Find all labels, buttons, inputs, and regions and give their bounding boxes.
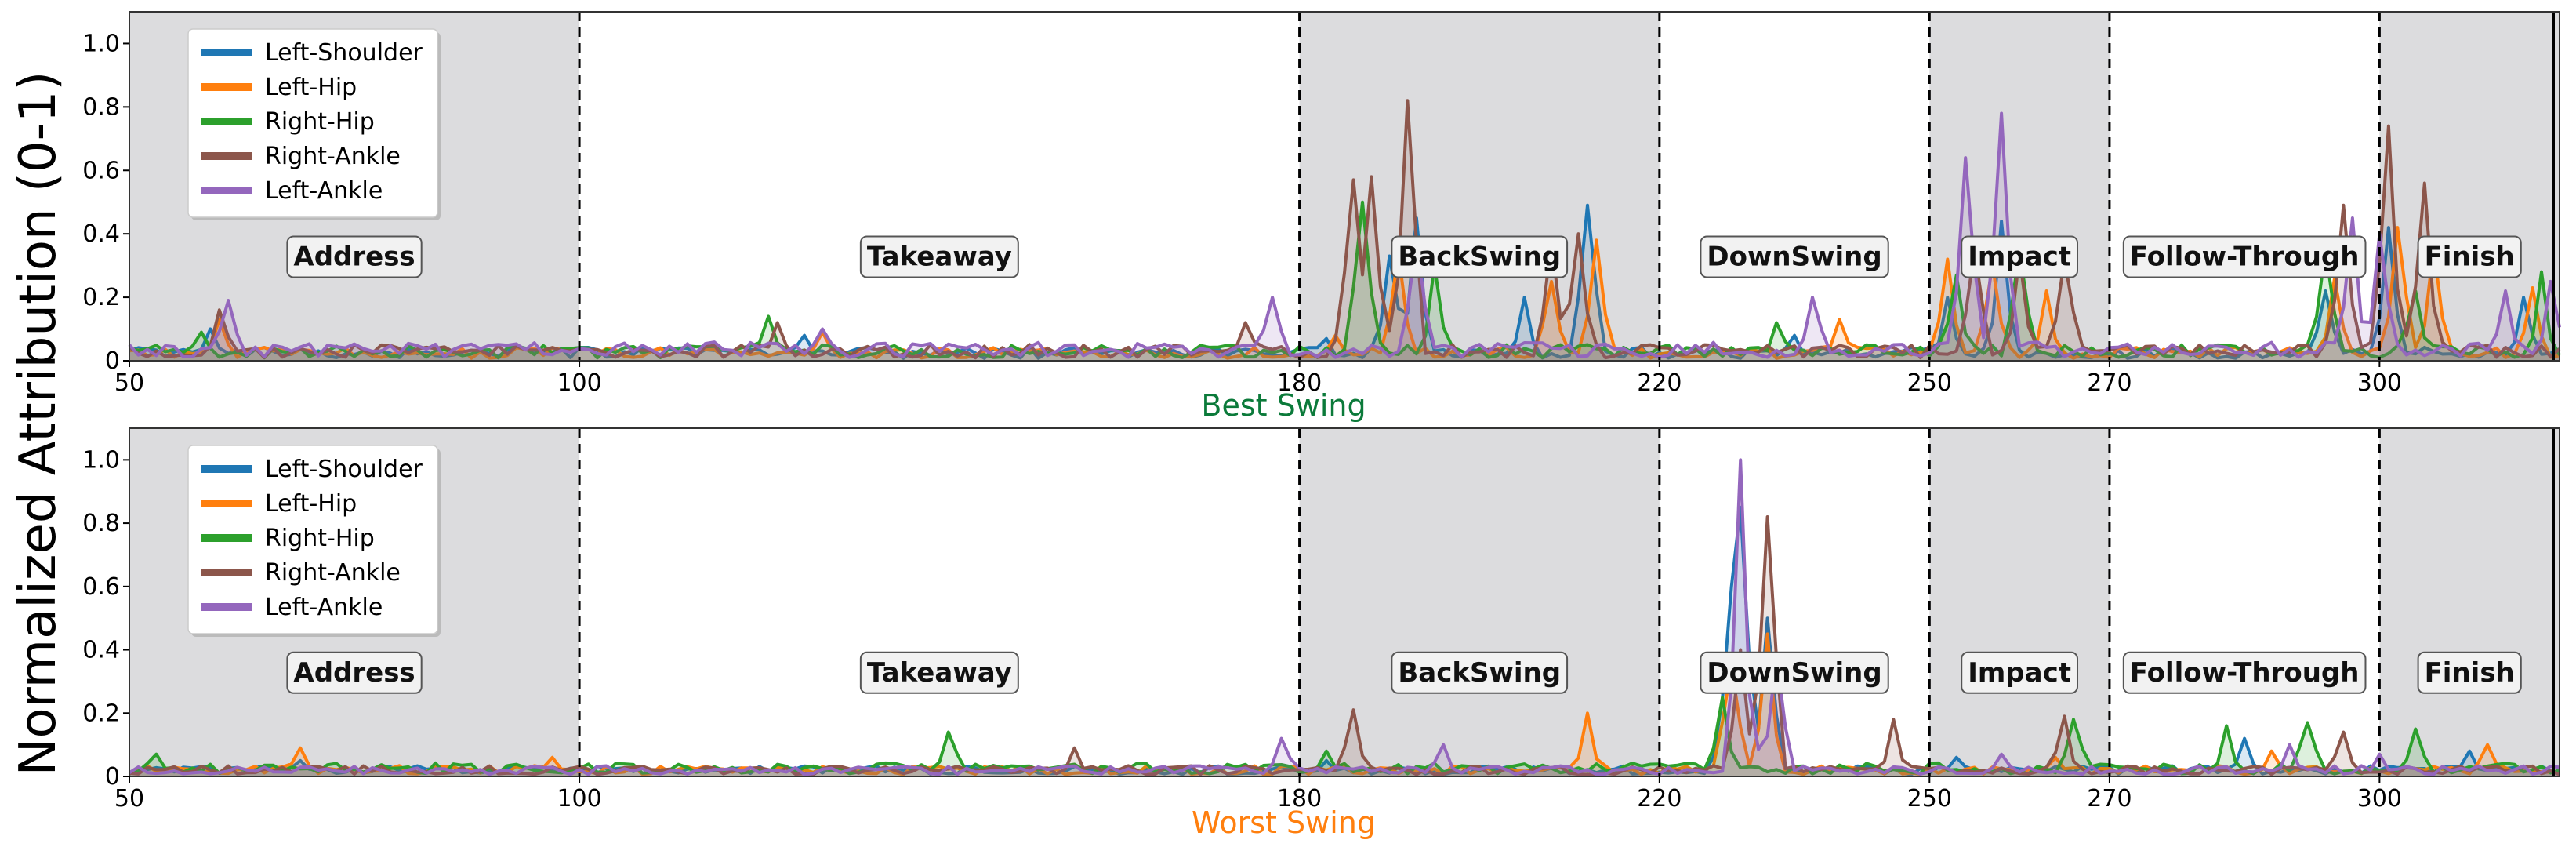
series-line-left-ankle [128,111,2561,359]
axes-frame [129,427,2560,777]
phase-label-frame [1961,235,2079,278]
x-tick-label: 220 [1637,369,1682,397]
legend-label: Right-Hip [265,525,375,552]
series-line-right-ankle [129,515,2560,776]
legend: Left-Shoulder Left-Hip Right-Hip Right-Ankl… [187,445,441,637]
phase-label-box: Address [286,235,423,278]
phase-label: Address [293,242,415,273]
phase-label: Takeaway [867,657,1012,689]
phase-label-frame [859,651,1019,694]
phase-label-frame [286,235,423,278]
y-tick-label: 0 [105,347,120,375]
phase-label-box: Finish [2417,235,2522,278]
panel-title: Best Swing [1201,388,1366,423]
phase-label-frame [2122,651,2367,694]
phase-label-box: Address [286,651,423,694]
phase-label-box: DownSwing [1700,235,1889,278]
x-tick-label: 300 [2357,785,2402,812]
x-tick-label: 300 [2357,369,2402,397]
phase-label: Address [293,657,415,689]
legend-label: Left-Hip [265,490,357,518]
phase-label-frame [2417,651,2522,694]
phase-label-box: Impact [1961,651,2079,694]
legend-label: Left-Shoulder [265,456,423,483]
phase-label-frame [1700,235,1889,278]
y-tick-label: 0.6 [82,157,120,184]
phase-label-frame [1391,651,1569,694]
phase-label-box: Impact [1961,235,2079,278]
phase-label-frame [2417,235,2522,278]
y-tick-label: 0.8 [82,510,120,537]
legend-label: Right-Ankle [265,559,401,587]
phase-shade [2379,428,2560,776]
y-tick-label: 1.0 [82,30,120,57]
y-tick-label: 1.0 [82,446,120,474]
phase-shade [1299,428,1660,776]
phase-label-box: Takeaway [859,651,1019,694]
legend: Left-Shoulder Left-Hip Right-Hip Right-Ankl… [187,28,441,220]
phase-label: BackSwing [1398,657,1561,689]
phase-label: DownSwing [1707,657,1881,689]
phase-label-box: Takeaway [859,235,1019,278]
x-tick-label: 100 [557,369,601,397]
x-tick-label: 50 [114,369,144,397]
y-tick-label: 0.4 [82,220,120,248]
x-tick-label: 250 [1907,785,1952,812]
phase-label-frame [859,235,1019,278]
axes-frame [129,11,2560,362]
y-tick-label: 0.8 [82,93,120,121]
series-area-left-hip [129,227,2560,361]
phase-label-box: DownSwing [1700,651,1889,694]
legend-frame [187,445,438,634]
phase-label-frame [1391,235,1569,278]
phase-label-box: BackSwing [1391,651,1569,694]
y-tick-label: 0.4 [82,637,120,664]
x-tick-label: 100 [557,785,601,812]
phase-label: Impact [1968,242,2071,273]
x-tick-label: 220 [1637,785,1682,812]
phase-label-frame [2122,235,2367,278]
y-axis-label: Normalized Attribution (0-1) [9,71,67,776]
legend-label: Left-Hip [265,74,357,101]
legend-label: Right-Ankle [265,143,401,170]
series-line-left-ankle [128,458,2560,776]
legend-label: Right-Hip [265,108,375,136]
x-tick-label: 250 [1907,369,1952,397]
phase-label-box: Follow-Through [2122,235,2367,278]
phase-label-frame [286,651,423,694]
worst-swing-panel: 0 0.2 0.4 0.6 0.8 1.0 50 100 180 220 250 270 300 Addr… [82,427,2560,840]
y-tick-label: 0.2 [82,284,120,311]
legend-label: Left-Ankle [265,177,383,205]
legend-frame [187,28,438,218]
phase-label: Takeaway [867,242,1012,273]
best-swing-panel: 0 0.2 0.4 0.6 0.8 1.0 50 100 180 220 250 270 300 Addr… [82,11,2561,423]
phase-label: Finish [2425,242,2515,273]
phase-label: BackSwing [1398,242,1561,273]
phase-label-box: BackSwing [1391,235,1569,278]
phase-label: Follow-Through [2130,657,2360,689]
y-tick-label: 0.2 [82,700,120,727]
phase-label: Follow-Through [2130,242,2360,273]
x-tick-label: 270 [2087,785,2132,812]
phase-label-frame [1961,651,2079,694]
phase-shade [1929,428,2110,776]
panel-title: Worst Swing [1192,805,1376,840]
phase-label-box: Finish [2417,651,2522,694]
legend-label: Left-Shoulder [265,39,423,67]
x-tick-label: 180 [1277,785,1322,812]
phase-label: Impact [1968,657,2071,689]
x-tick-label: 270 [2087,369,2132,397]
x-tick-label: 50 [114,785,144,812]
legend-label: Left-Ankle [265,594,383,621]
series-area-right-ankle [129,100,2560,362]
phase-label: Finish [2425,657,2515,689]
x-tick-label: 180 [1277,369,1322,397]
y-tick-label: 0 [105,763,120,791]
phase-label-box: Follow-Through [2122,651,2367,694]
phase-label-frame [1700,651,1889,694]
phase-label: DownSwing [1707,242,1881,273]
y-tick-label: 0.6 [82,573,120,601]
